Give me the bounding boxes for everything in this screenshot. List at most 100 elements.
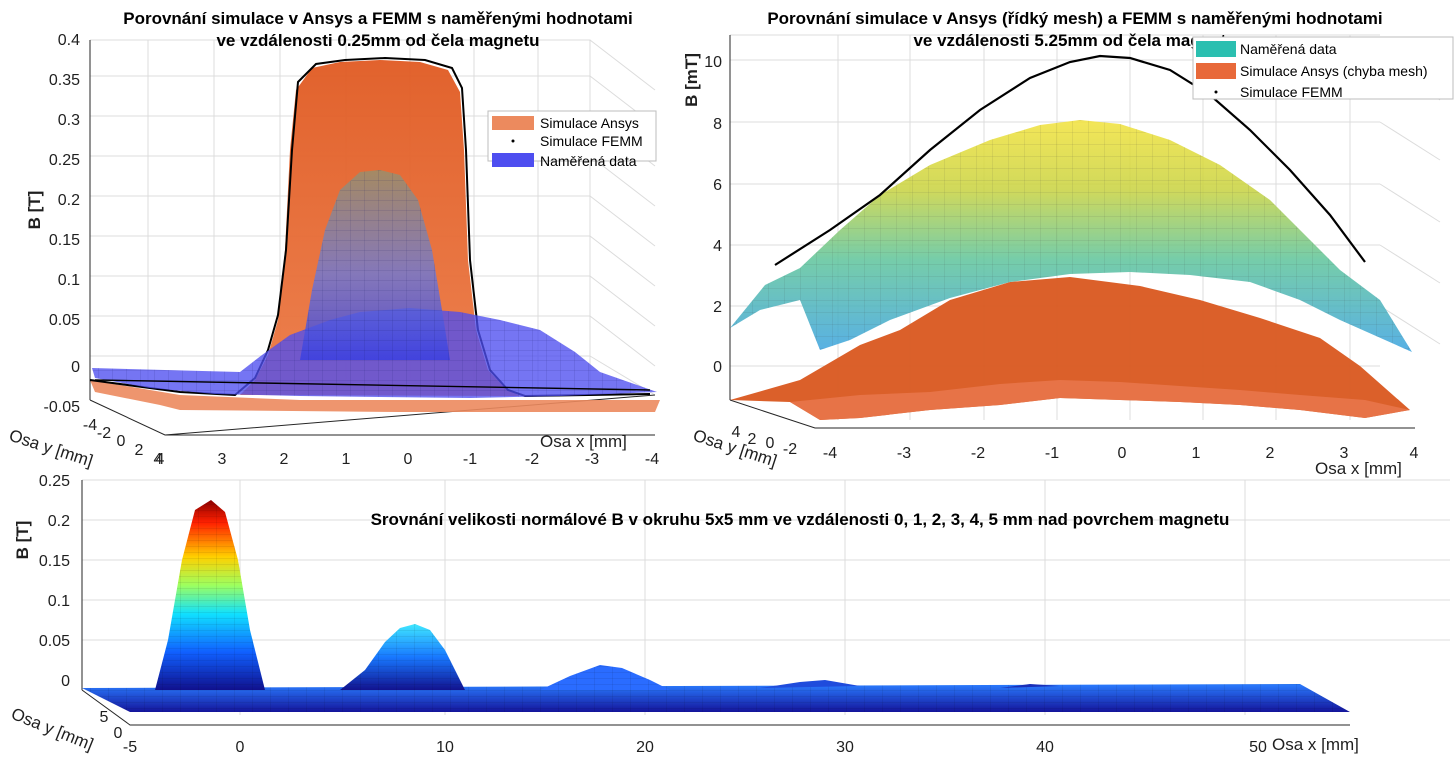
series-peak-3mm	[760, 680, 860, 688]
x-tick-label: -5	[123, 739, 137, 756]
y-tick-label: 4	[732, 424, 741, 441]
x-tick-label: 2	[1266, 445, 1275, 462]
legend-label: Naměřená data	[1240, 41, 1337, 57]
panel2-title: Porovnání simulace v Ansys (řídký mesh) …	[767, 9, 1382, 28]
z-tick-label: 4	[713, 238, 722, 255]
x-tick-label: -3	[897, 445, 911, 462]
panel3-z-axis-label: B [T]	[13, 521, 32, 560]
z-tick-label: 0.3	[58, 112, 80, 129]
x-tick-label: 1	[342, 451, 351, 468]
z-tick-label: 0.35	[49, 72, 80, 89]
panel3-z-ticks: 0.25 0.2 0.15 0.1 0.05 0	[39, 473, 70, 690]
z-tick-label: 8	[713, 116, 722, 133]
panel2-x-axis-label: Osa x [mm]	[1315, 459, 1402, 478]
series-simulace-femm-curve	[774, 54, 1366, 266]
z-tick-label: 0.4	[58, 32, 80, 49]
z-tick-label: -0.05	[44, 399, 81, 416]
series-simulace-ansys-chyba-mesh-surface	[730, 277, 1410, 420]
panel1-legend: Simulace Ansys Simulace FEMM Naměřená da…	[487, 110, 657, 169]
panel1-x-axis-label: Osa x [mm]	[540, 432, 627, 451]
chart-panel-3: 0.25 0.2 0.15 0.1 0.05 0 B [T] -5 0 10 2…	[9, 473, 1450, 756]
panel3-title: Srovnání velikosti normálové B v okruhu …	[371, 510, 1230, 529]
z-tick-label: 0.2	[48, 513, 70, 530]
z-tick-label: 0	[61, 673, 70, 690]
x-tick-label: 30	[836, 739, 854, 756]
panel2-legend: Naměřená data Simulace Ansys (chyba mesh…	[1192, 36, 1454, 100]
z-tick-label: 0.15	[39, 553, 70, 570]
y-tick-label: -4	[83, 417, 97, 434]
panel3-x-axis-label: Osa x [mm]	[1272, 735, 1359, 754]
x-tick-label: 0	[1118, 445, 1127, 462]
x-tick-label: 3	[218, 451, 227, 468]
x-tick-label: -2	[525, 451, 539, 468]
x-tick-label: 40	[1036, 739, 1054, 756]
panel1-z-ticks: 0.4 0.35 0.3 0.25 0.2 0.15 0.1 0.05 0 -0…	[44, 32, 81, 416]
chart-panel-2: 10 8 6 4 2 0 B [mT] -4 -3 -2 -1 0 1 2 3 …	[682, 9, 1454, 478]
legend-label: Simulace FEMM	[540, 133, 643, 149]
legend-swatch-measured	[1196, 41, 1236, 57]
series-peak-4mm	[1000, 684, 1060, 688]
x-tick-label: 2	[280, 451, 289, 468]
legend-label: Simulace Ansys (chyba mesh)	[1240, 63, 1428, 79]
legend-swatch-measured	[492, 153, 534, 167]
x-tick-label: 20	[636, 739, 654, 756]
z-tick-label: 0.2	[58, 192, 80, 209]
series-namerena-data-parula-surface	[730, 120, 1412, 352]
x-tick-label: 0	[236, 739, 245, 756]
y-tick-label: 2	[748, 431, 757, 448]
panel3-axes	[81, 480, 1350, 726]
z-tick-label: 0.1	[48, 593, 70, 610]
x-tick-label: -2	[971, 445, 985, 462]
x-tick-label: 4	[156, 451, 165, 468]
x-tick-label: -3	[585, 451, 599, 468]
z-tick-label: 0.1	[58, 272, 80, 289]
panel1-y-ticks: -4 -2 0 2 4	[83, 417, 163, 468]
y-tick-label: 0	[117, 433, 126, 450]
x-tick-label: -4	[823, 445, 837, 462]
x-tick-label: 4	[1410, 445, 1419, 462]
z-tick-label: 0	[713, 359, 722, 376]
legend-marker-femm	[1214, 90, 1218, 94]
y-tick-label: 5	[100, 709, 109, 726]
y-tick-label: -2	[783, 441, 797, 458]
panel2-y-ticks: 4 2 0 -2	[732, 424, 798, 458]
legend-label: Naměřená data	[540, 153, 637, 169]
z-tick-label: 0.05	[49, 312, 80, 329]
panel2-z-axis-label: B [mT]	[682, 53, 701, 107]
series-peak-1mm	[340, 624, 465, 690]
z-tick-label: 0.25	[39, 473, 70, 490]
legend-label: Simulace Ansys	[540, 115, 639, 131]
panel2-axes	[729, 35, 1415, 429]
chart-panel-1: 0.4 0.35 0.3 0.25 0.2 0.15 0.1 0.05 0 -0…	[7, 9, 660, 471]
panel2-x-ticks: -4 -3 -2 -1 0 1 2 3 4	[823, 445, 1419, 462]
z-tick-label: 10	[704, 54, 722, 71]
z-tick-label: 6	[713, 177, 722, 194]
series-peak-2mm	[540, 665, 670, 690]
legend-swatch-ansys	[492, 116, 534, 130]
z-tick-label: 0.15	[49, 232, 80, 249]
legend-box	[1192, 36, 1454, 100]
x-tick-label: -1	[463, 451, 477, 468]
y-tick-label: -2	[97, 425, 111, 442]
z-tick-label: 2	[713, 299, 722, 316]
panel3-x-ticks: -5 0 10 20 30 40 50	[123, 739, 1267, 756]
panel1-z-axis-label: B [T]	[25, 191, 44, 230]
legend-label: Simulace FEMM	[1240, 84, 1343, 100]
panel3-y-ticks: 5 0	[100, 709, 123, 742]
x-tick-label: 1	[1192, 445, 1201, 462]
z-tick-label: 0.05	[39, 633, 70, 650]
legend-swatch-ansys	[1196, 63, 1236, 79]
series-peak-0mm	[155, 500, 265, 690]
panel3-y-axis-label: Osa y [mm]	[9, 704, 97, 754]
panel1-subtitle: ve vzdálenosti 0.25mm od čela magnetu	[216, 31, 539, 50]
panel1-title: Porovnání simulace v Ansys a FEMM s namě…	[123, 9, 633, 28]
legend-marker-femm	[511, 139, 515, 143]
y-tick-label: 4	[154, 451, 163, 468]
panel2-subtitle: ve vzdálenosti 5.25mm od čela magnetu	[913, 31, 1236, 50]
z-tick-label: 0.25	[49, 152, 80, 169]
x-tick-label: 0	[404, 451, 413, 468]
x-tick-label: -1	[1045, 445, 1059, 462]
panel2-z-ticks: 10 8 6 4 2 0	[704, 54, 722, 376]
panel1-x-ticks: 4 3 2 1 0 -1 -2 -3 -4	[156, 451, 660, 468]
